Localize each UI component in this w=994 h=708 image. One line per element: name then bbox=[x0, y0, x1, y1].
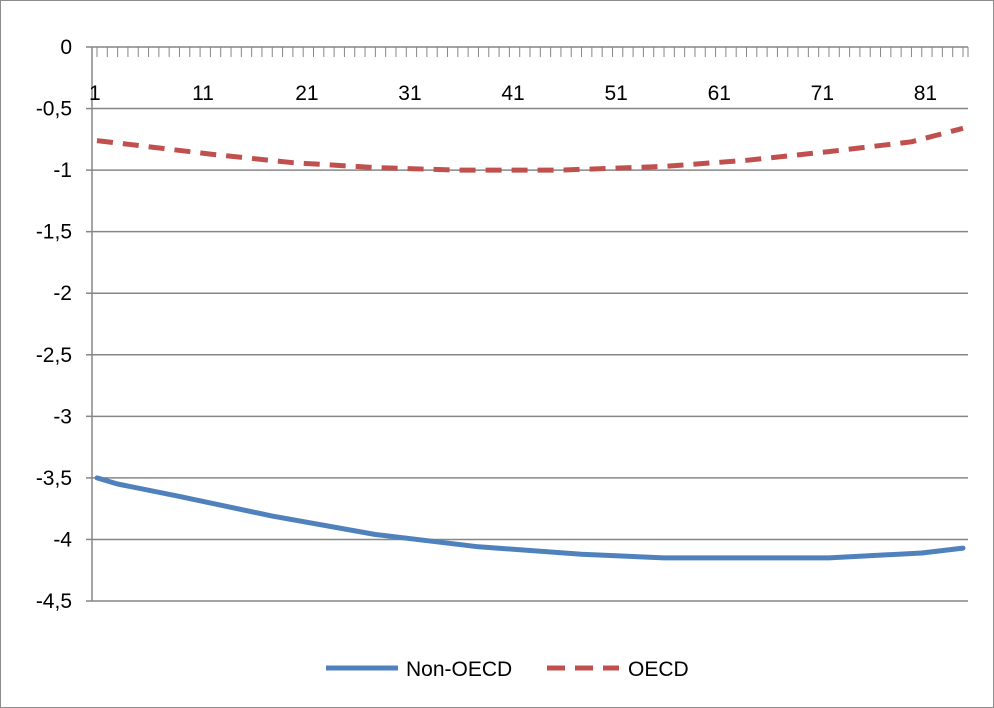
gridlines bbox=[92, 107, 968, 602]
x-tick-label: 31 bbox=[398, 82, 421, 105]
y-tick-label: -4,5 bbox=[36, 590, 72, 613]
x-tick-label: 51 bbox=[604, 82, 627, 105]
y-tick-label: -4 bbox=[53, 528, 72, 551]
y-tick-label: -3 bbox=[53, 405, 72, 428]
x-tick-label: 81 bbox=[914, 82, 937, 105]
y-tick-label: -2 bbox=[53, 282, 72, 305]
y-axis: 0 -0,5 -1 -1,5 -2 -2,5 -3 -3,5 -4 -4,5 bbox=[36, 36, 93, 613]
y-tick-label: 0 bbox=[60, 36, 72, 59]
x-tick-label: 61 bbox=[708, 82, 731, 105]
x-axis: 1 11 21 31 41 51 61 71 81 bbox=[89, 46, 969, 105]
x-tick-label: 41 bbox=[501, 82, 524, 105]
y-tick-label: -1,5 bbox=[36, 221, 72, 244]
y-tick-label: -2,5 bbox=[36, 344, 72, 367]
series-line-non-oecd bbox=[94, 475, 966, 561]
series-layer bbox=[94, 125, 966, 561]
x-tick-label: 21 bbox=[295, 82, 318, 105]
y-tick-label: -1 bbox=[53, 159, 72, 182]
x-tick-label: 11 bbox=[192, 82, 214, 105]
y-tick-label: -3,5 bbox=[36, 467, 72, 490]
x-tick-label: 71 bbox=[811, 82, 834, 105]
legend-label: OECD bbox=[628, 658, 689, 681]
y-tick-label: -0,5 bbox=[36, 98, 72, 121]
legend: Non-OECD OECD bbox=[326, 658, 689, 681]
legend-item-oecd: OECD bbox=[547, 658, 689, 681]
series-line-oecd bbox=[96, 125, 964, 173]
legend-label: Non-OECD bbox=[406, 658, 512, 681]
legend-item-non-oecd: Non-OECD bbox=[326, 658, 512, 681]
x-tick-label: 1 bbox=[89, 82, 101, 105]
